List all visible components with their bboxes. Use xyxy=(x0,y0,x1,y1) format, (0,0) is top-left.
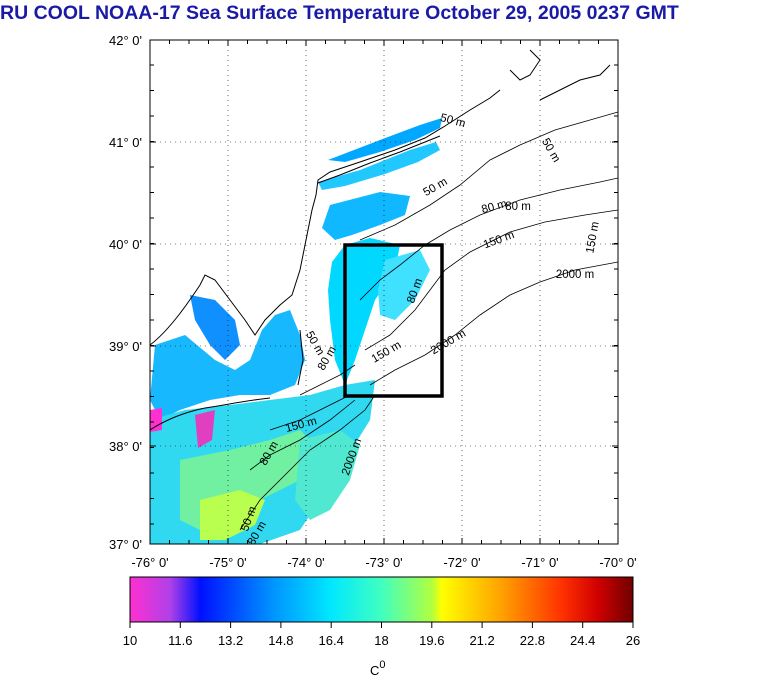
gridlines xyxy=(150,40,618,544)
sst-patch-li xyxy=(318,142,440,190)
isobath-label: 2000 m xyxy=(556,269,594,281)
colorbar-tick-label: 11.6 xyxy=(168,633,192,648)
study-area-box xyxy=(343,243,444,398)
colorbar xyxy=(129,576,634,623)
lon-tick-label: -76° 0' xyxy=(131,555,168,570)
lat-tick-label: 37° 0' xyxy=(109,537,142,552)
isobath-lines xyxy=(239,111,618,531)
chart-title: RU COOL NOAA-17 Sea Surface Temperature … xyxy=(0,2,679,24)
latitude-axis: 42° 0' 41° 0' 40° 0' 39° 0' 38° 0' 37° 0' xyxy=(109,33,618,552)
colorbar-tick-label: 19.6 xyxy=(419,633,444,648)
lon-tick-label: -75° 0' xyxy=(209,555,246,570)
colorbar-tick-label: 24.4 xyxy=(570,633,595,648)
sst-patch-cold2 xyxy=(150,408,162,432)
sst-patch-coastal-de xyxy=(150,310,305,420)
sst-patch-offshore-south xyxy=(295,430,360,520)
lon-tick-label: -72° 0' xyxy=(443,555,480,570)
lat-tick-label: 39° 0' xyxy=(109,339,142,354)
lon-tick-label: -73° 0' xyxy=(365,555,402,570)
sst-patch-shelf2 xyxy=(378,250,430,320)
colorbar-tick-label: 10 xyxy=(123,633,137,648)
colorbar-unit: C0 xyxy=(370,659,386,678)
colorbar-tick-label: 21.2 xyxy=(469,633,494,648)
colorbar-tick-label: 14.8 xyxy=(268,633,293,648)
colorbar-tick-label: 26 xyxy=(626,633,640,648)
colorbar-ticks: 10 11.6 13.2 14.8 16.4 18 19.6 21.2 22.8 24.4 26 xyxy=(123,622,640,648)
lat-tick-label: 42° 0' xyxy=(109,33,142,48)
colorbar-tick-label: 16.4 xyxy=(319,633,344,648)
colorbar-tick-label: 18 xyxy=(374,633,388,648)
lat-tick-label: 41° 0' xyxy=(109,135,142,150)
sst-patch-south-warmer xyxy=(200,490,265,540)
sst-patch-cold xyxy=(195,410,215,448)
sst-patch-bight xyxy=(322,192,410,240)
lon-tick-label: -74° 0' xyxy=(287,555,324,570)
colorbar-tick-label: 13.2 xyxy=(218,633,243,648)
lon-tick-label: -71° 0' xyxy=(521,555,558,570)
longitude-axis: -76° 0' -75° 0' -74° 0' -73° 0' -72° 0' -71° … xyxy=(131,40,637,570)
lat-tick-label: 38° 0' xyxy=(109,439,142,454)
sst-patch-sound xyxy=(328,118,442,162)
sst-patch-delaware-bay xyxy=(190,295,240,360)
lon-tick-label: -70° 0' xyxy=(599,555,636,570)
colorbar-tick-label: 22.8 xyxy=(520,633,545,648)
isobath-label: 150 m xyxy=(584,221,601,255)
sst-imagery xyxy=(150,118,442,544)
lat-tick-label: 40° 0' xyxy=(109,237,142,252)
isobath-label: 80 m xyxy=(505,201,531,213)
coastline xyxy=(150,49,611,431)
